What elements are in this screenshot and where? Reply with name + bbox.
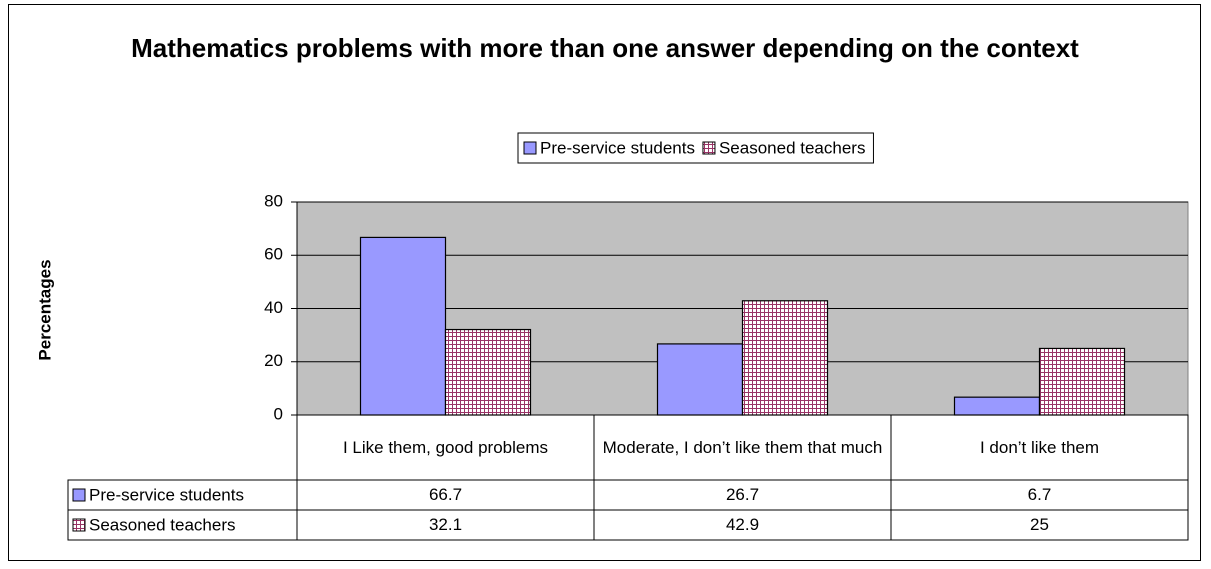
y-tick-label: 0 xyxy=(274,404,283,423)
category-label: I don’t like them xyxy=(979,437,1100,457)
bar xyxy=(656,343,744,416)
y-axis-label: Percentages xyxy=(35,259,54,360)
table-value: 66.7 xyxy=(428,485,463,504)
table-value: 32.1 xyxy=(428,515,463,534)
bar xyxy=(953,396,1041,416)
y-tick-label: 40 xyxy=(264,298,283,317)
table-value: 6.7 xyxy=(1027,485,1052,504)
chart-frame xyxy=(8,4,1201,561)
legend-key xyxy=(523,141,537,155)
table-value: 25 xyxy=(1030,515,1049,534)
legend-key xyxy=(72,488,86,502)
legend-label: Pre-service students xyxy=(540,138,695,157)
table-value: 26.7 xyxy=(725,485,760,504)
bar xyxy=(741,300,829,416)
legend-key xyxy=(702,141,716,155)
category-label: I Like them, good problems xyxy=(342,437,549,457)
legend xyxy=(517,132,874,164)
y-tick-label: 80 xyxy=(264,191,283,210)
bar xyxy=(359,236,447,416)
chart-title: Mathematics problems with more than one … xyxy=(131,33,1079,63)
table-border xyxy=(296,414,1189,541)
category-label: Moderate, I don’t like them that much xyxy=(602,437,883,457)
series-name: Pre-service students xyxy=(89,485,244,504)
y-tick-label: 60 xyxy=(264,245,283,264)
series-name: Seasoned teachers xyxy=(89,515,236,534)
y-tick-label: 20 xyxy=(264,351,283,370)
table-value: 42.9 xyxy=(725,515,760,534)
bar xyxy=(1038,347,1126,416)
legend-key xyxy=(72,518,86,532)
bar xyxy=(444,328,532,416)
legend-label: Seasoned teachers xyxy=(719,138,866,157)
